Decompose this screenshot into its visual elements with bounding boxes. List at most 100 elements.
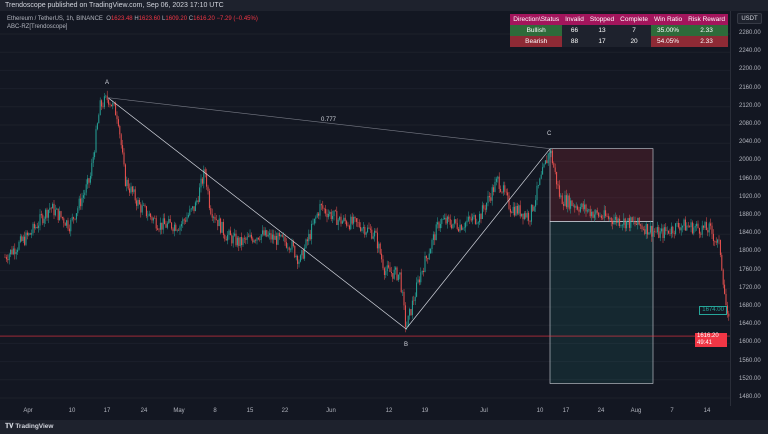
candle-body (236, 237, 238, 246)
candle-body (502, 185, 504, 193)
candle-body (417, 279, 419, 283)
candle-body (486, 202, 488, 210)
candle-body (340, 216, 342, 224)
candle-body (578, 209, 580, 212)
candle-body (441, 219, 443, 224)
candle-body (47, 209, 49, 218)
candle-body (123, 152, 125, 165)
candle-body (117, 119, 119, 126)
candle-body (614, 216, 616, 220)
candle-body (487, 196, 489, 203)
candle-body (536, 185, 538, 201)
candle-body (80, 198, 82, 207)
candle-body (484, 208, 486, 210)
candle-body (362, 226, 364, 229)
candle-body (326, 213, 328, 218)
symbol-name[interactable]: Ethereum / TetherUS, 1h, BINANCE (7, 16, 103, 22)
candle-body (501, 191, 503, 193)
candle-body (218, 218, 220, 227)
candle-body (708, 223, 710, 233)
ratio-label: 0.777 (321, 117, 337, 123)
brand[interactable]: TradingView (15, 423, 54, 430)
candle-body (203, 169, 205, 184)
candle-body (95, 129, 97, 153)
candle-body (481, 205, 483, 219)
candle-body (574, 205, 576, 208)
candle-body (442, 219, 444, 220)
candle-body (122, 145, 124, 153)
candle-body (157, 228, 159, 230)
candle-body (306, 239, 308, 242)
col-header: Direction\Status (510, 14, 563, 25)
candle-body (353, 216, 355, 224)
candle-body (278, 233, 280, 237)
candle-body (26, 232, 28, 236)
col-header: Invalid (562, 14, 587, 25)
candle-body (199, 187, 201, 202)
price-axis[interactable]: 2280.00 2240.00 2200.00 2160.00 2120.00 2080.… (730, 11, 768, 406)
candle-body (22, 236, 24, 242)
candle-body (515, 205, 517, 216)
published-header: Trendoscope published on TradingView.com… (0, 0, 768, 11)
candle-body (694, 226, 696, 228)
price-tick: 1760.00 (739, 266, 761, 273)
candle-body (386, 265, 388, 272)
candle-body (565, 195, 567, 208)
time-tick: 24 (140, 408, 148, 414)
candle-body (550, 150, 552, 154)
candle-body (402, 291, 404, 293)
candle-body (241, 237, 243, 246)
candle-body (434, 234, 436, 241)
candle-body (612, 221, 614, 225)
candle-body (420, 272, 422, 283)
candle-body (675, 223, 677, 234)
candle-body (234, 233, 236, 236)
candle-body (564, 195, 566, 206)
candle-body (393, 269, 395, 279)
candle-body (683, 219, 685, 226)
candle-body (666, 230, 668, 232)
time-tick: 17 (103, 408, 111, 414)
price-tick: 1920.00 (739, 193, 761, 200)
candle-body (444, 217, 446, 220)
candle-body (319, 204, 321, 216)
candle-body (290, 249, 292, 251)
candle-body (651, 226, 653, 237)
price-tick: 2160.00 (739, 84, 761, 91)
last-price: 1616.20 (697, 333, 719, 339)
candle-body (726, 305, 728, 314)
currency-button[interactable]: USDT (737, 13, 762, 24)
candle-body (649, 226, 651, 233)
stats-header-row: Direction\Status Invalid Stopped Complet… (510, 14, 728, 25)
candle-body (714, 240, 716, 242)
cell: 17 (586, 36, 618, 47)
candle-body (620, 225, 622, 227)
candle-body (446, 216, 448, 224)
candle-body (523, 213, 525, 220)
candle-body (659, 231, 661, 238)
time-tick: May (173, 408, 185, 414)
candle-body (245, 238, 247, 240)
candle-body (210, 208, 212, 214)
candle-body (283, 236, 285, 238)
candle-body (423, 270, 425, 272)
candle-body (473, 215, 475, 217)
candle-body (575, 206, 577, 208)
candle-body (385, 271, 387, 275)
candle-body (249, 234, 251, 237)
candle-body (341, 221, 343, 224)
candle-body (476, 223, 478, 225)
candle-body (605, 210, 607, 217)
candle-body (318, 213, 320, 216)
candle-body (474, 215, 476, 224)
candle-body (519, 205, 521, 217)
indicator-name[interactable]: ABC-RZ[Trendoscope] (7, 24, 68, 30)
candle-body (271, 234, 273, 240)
candle-body (717, 239, 719, 243)
price-chart[interactable] (0, 11, 730, 406)
candle-body (277, 233, 279, 245)
candle-body (312, 223, 314, 225)
candle-body (36, 226, 38, 228)
col-header: Stopped (586, 14, 618, 25)
candle-body (110, 104, 112, 107)
